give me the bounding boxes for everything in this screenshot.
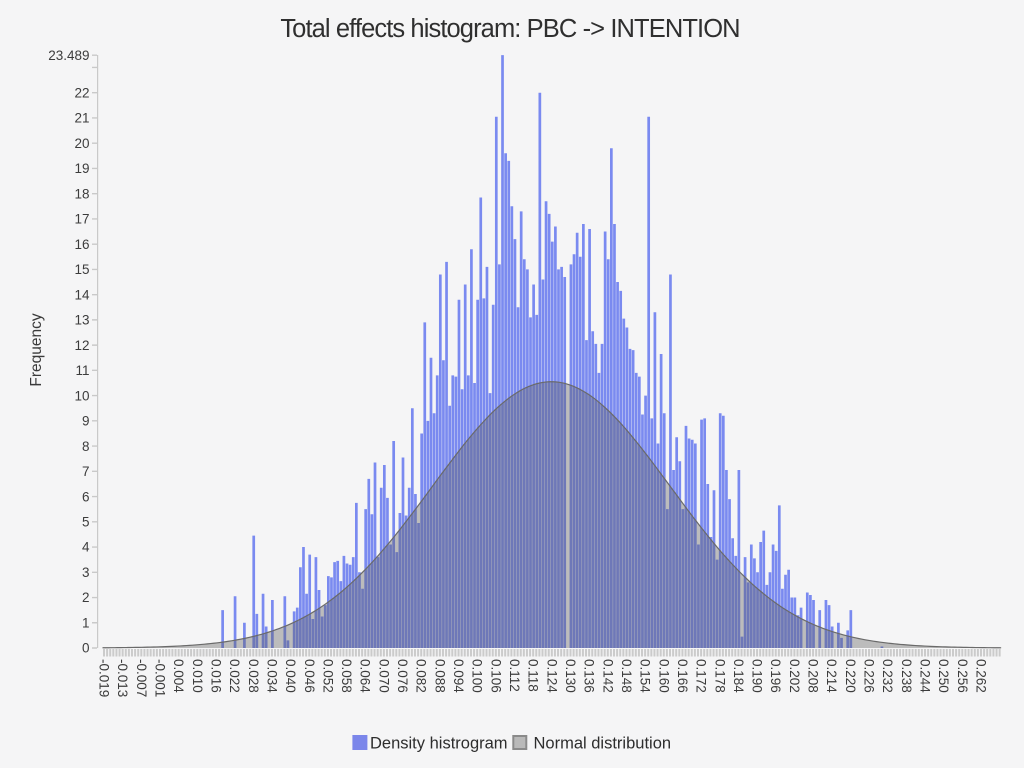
- svg-text:0.244: 0.244: [918, 659, 933, 693]
- svg-text:0.178: 0.178: [712, 659, 727, 693]
- svg-text:0.040: 0.040: [283, 659, 298, 693]
- svg-text:12: 12: [74, 338, 89, 353]
- svg-text:1: 1: [82, 616, 90, 631]
- svg-text:10: 10: [74, 388, 89, 403]
- svg-text:16: 16: [74, 237, 89, 252]
- svg-text:0.238: 0.238: [899, 659, 914, 693]
- svg-text:0.142: 0.142: [600, 659, 615, 693]
- svg-text:0.226: 0.226: [862, 659, 877, 693]
- svg-text:0.148: 0.148: [619, 659, 634, 693]
- svg-text:-0.001: -0.001: [153, 659, 168, 697]
- svg-text:0.046: 0.046: [302, 659, 317, 693]
- svg-text:2: 2: [82, 590, 90, 605]
- svg-text:0.100: 0.100: [470, 659, 485, 693]
- svg-text:0.172: 0.172: [694, 659, 709, 693]
- svg-text:0.232: 0.232: [880, 659, 895, 693]
- svg-text:3: 3: [82, 565, 90, 580]
- svg-text:20: 20: [74, 136, 89, 151]
- svg-text:0.196: 0.196: [768, 659, 783, 693]
- svg-text:Normal distribution: Normal distribution: [534, 734, 672, 752]
- svg-text:7: 7: [82, 464, 90, 479]
- svg-text:0.256: 0.256: [955, 659, 970, 693]
- svg-text:0.016: 0.016: [209, 659, 224, 693]
- svg-text:Total effects histogram: PBC -: Total effects histogram: PBC -> INTENTIO…: [280, 15, 739, 43]
- svg-text:19: 19: [74, 161, 89, 176]
- svg-text:0.106: 0.106: [488, 659, 503, 693]
- svg-text:0.022: 0.022: [227, 659, 242, 693]
- svg-text:17: 17: [74, 212, 89, 227]
- svg-text:0.118: 0.118: [526, 659, 541, 692]
- svg-text:0.004: 0.004: [171, 659, 186, 693]
- svg-text:21: 21: [74, 111, 89, 126]
- svg-text:15: 15: [74, 262, 89, 277]
- svg-text:11: 11: [75, 363, 89, 378]
- svg-text:0.010: 0.010: [190, 659, 205, 693]
- svg-text:Frequency: Frequency: [28, 313, 45, 386]
- svg-text:0.112: 0.112: [507, 659, 522, 692]
- svg-text:23.489: 23.489: [48, 48, 89, 63]
- svg-text:14: 14: [74, 287, 90, 302]
- svg-text:8: 8: [82, 439, 90, 454]
- svg-text:0.076: 0.076: [395, 659, 410, 693]
- svg-text:0.250: 0.250: [936, 659, 951, 693]
- svg-text:6: 6: [82, 489, 90, 504]
- svg-text:0.052: 0.052: [320, 659, 335, 693]
- svg-text:0: 0: [82, 641, 90, 656]
- svg-text:0.130: 0.130: [563, 659, 578, 693]
- svg-text:0.214: 0.214: [824, 659, 839, 693]
- svg-text:0.070: 0.070: [376, 659, 391, 693]
- svg-text:-0.007: -0.007: [134, 659, 149, 697]
- svg-text:0.136: 0.136: [582, 659, 597, 693]
- svg-text:0.262: 0.262: [974, 659, 989, 693]
- svg-text:18: 18: [74, 186, 89, 201]
- svg-text:0.094: 0.094: [451, 659, 466, 693]
- svg-text:0.064: 0.064: [358, 659, 373, 693]
- svg-text:-0.019: -0.019: [97, 659, 112, 697]
- svg-text:0.208: 0.208: [806, 659, 821, 693]
- svg-text:0.202: 0.202: [787, 659, 802, 693]
- svg-text:-0.013: -0.013: [115, 659, 130, 697]
- svg-text:0.124: 0.124: [544, 659, 559, 693]
- svg-text:0.154: 0.154: [638, 659, 653, 693]
- svg-text:0.220: 0.220: [843, 659, 858, 693]
- svg-text:0.184: 0.184: [731, 659, 746, 693]
- svg-text:0.160: 0.160: [656, 659, 671, 693]
- svg-text:0.058: 0.058: [339, 659, 354, 693]
- svg-text:0.028: 0.028: [246, 659, 261, 693]
- svg-text:0.166: 0.166: [675, 659, 690, 693]
- svg-text:22: 22: [74, 85, 89, 100]
- svg-text:0.082: 0.082: [414, 659, 429, 693]
- svg-text:0.034: 0.034: [264, 659, 279, 693]
- svg-text:5: 5: [82, 515, 90, 530]
- svg-text:4: 4: [82, 540, 90, 555]
- svg-text:Density histrogram: Density histrogram: [370, 734, 508, 752]
- svg-text:9: 9: [82, 414, 90, 429]
- svg-text:13: 13: [74, 313, 89, 328]
- svg-text:0.088: 0.088: [432, 659, 447, 693]
- svg-text:0.190: 0.190: [750, 659, 765, 693]
